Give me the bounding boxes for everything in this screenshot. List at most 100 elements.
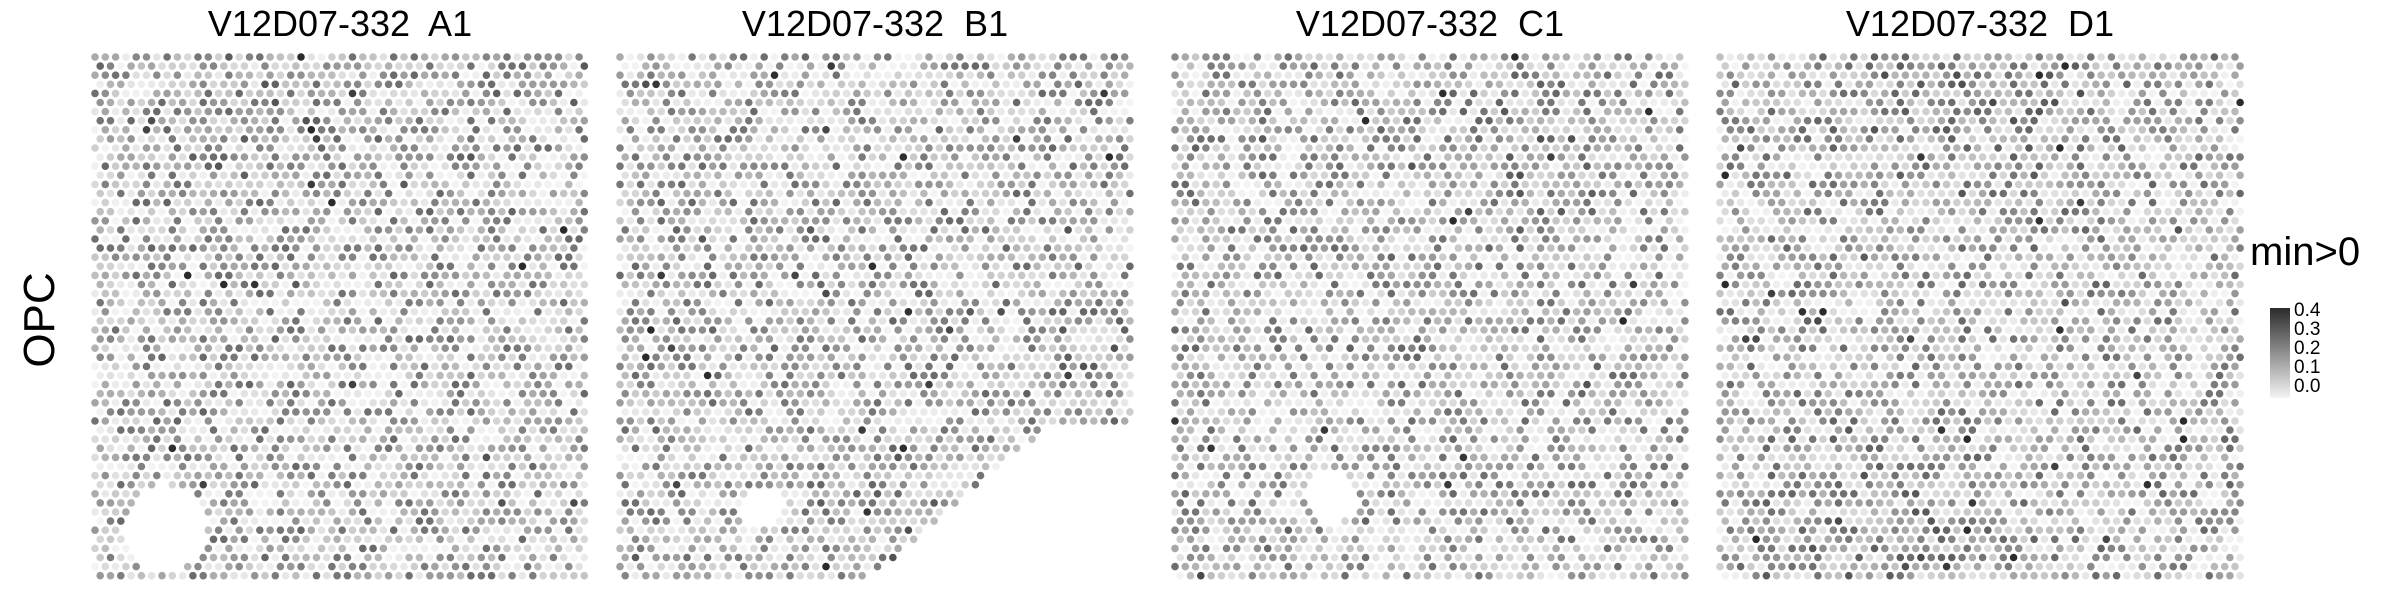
spot (688, 399, 696, 407)
spot (657, 107, 665, 116)
spot (225, 271, 233, 280)
spot (462, 162, 470, 170)
spot (997, 326, 1005, 334)
spot (1095, 135, 1103, 143)
spot (142, 162, 151, 170)
spot (750, 380, 758, 389)
spot (642, 262, 650, 271)
spot (971, 171, 980, 180)
spot (863, 362, 871, 371)
spot (878, 189, 887, 198)
spot (657, 89, 665, 98)
spot (235, 399, 243, 407)
spot (662, 226, 671, 234)
spot (966, 217, 974, 225)
spot (1090, 344, 1098, 353)
spot (127, 317, 135, 325)
spot (487, 80, 496, 89)
spot (940, 116, 949, 125)
spot (1054, 171, 1062, 180)
spot (1007, 417, 1016, 425)
spot (786, 426, 794, 434)
spot (636, 471, 645, 480)
spot (616, 380, 624, 389)
spot (96, 207, 104, 216)
spot (1012, 426, 1021, 434)
spot (811, 235, 820, 243)
spot (1079, 271, 1088, 280)
spot (842, 71, 851, 79)
spot (307, 362, 316, 371)
spot (549, 135, 558, 143)
spot (760, 399, 768, 407)
spot (220, 298, 228, 307)
spot (1120, 89, 1129, 98)
spot (765, 62, 774, 70)
spot (775, 171, 784, 180)
spot (575, 471, 583, 480)
spot (142, 126, 151, 134)
spot (811, 271, 820, 280)
spot (832, 126, 841, 134)
spot (1048, 344, 1057, 353)
spot (1105, 335, 1114, 343)
spot (770, 471, 779, 480)
spot (348, 490, 357, 498)
spot (220, 116, 228, 125)
spot (1038, 198, 1047, 207)
spot (951, 298, 959, 307)
spot (539, 444, 547, 453)
spot (451, 362, 460, 371)
spot (410, 53, 419, 61)
spot (369, 380, 377, 389)
spot (688, 162, 696, 170)
spot (240, 280, 249, 289)
spot (822, 471, 830, 480)
spot (652, 80, 660, 89)
spot (652, 116, 660, 125)
spot (317, 253, 326, 261)
spot (621, 116, 629, 125)
spot (1069, 180, 1077, 189)
spot (678, 217, 686, 225)
spot (878, 135, 887, 143)
spot (297, 217, 305, 225)
spot (312, 171, 321, 180)
spot (1095, 153, 1103, 161)
spot (708, 399, 717, 407)
spot (132, 562, 140, 571)
spot (1110, 344, 1119, 353)
spot (616, 289, 624, 298)
spot (904, 253, 913, 261)
spot (642, 371, 650, 380)
spot (250, 462, 259, 471)
spot (1079, 162, 1088, 170)
spot (183, 144, 192, 152)
spot (873, 198, 882, 207)
spot (405, 408, 413, 416)
spot (1100, 235, 1108, 243)
spot (127, 116, 135, 125)
spot (580, 353, 589, 362)
spot (544, 162, 552, 170)
spot (529, 444, 537, 453)
spot (426, 317, 434, 325)
spot (245, 308, 254, 316)
spot (302, 499, 310, 507)
spot (410, 380, 419, 389)
spot (961, 444, 969, 453)
spot (245, 526, 254, 534)
spot (292, 226, 300, 234)
spot (925, 271, 933, 280)
spot (436, 535, 444, 544)
spot (472, 490, 480, 498)
spot (359, 126, 367, 134)
spot (544, 53, 552, 61)
spot (364, 335, 372, 343)
spot (703, 444, 712, 453)
spot (477, 389, 486, 398)
spot (909, 353, 918, 362)
spot (214, 344, 223, 353)
spot (930, 207, 938, 216)
spot (781, 180, 789, 189)
